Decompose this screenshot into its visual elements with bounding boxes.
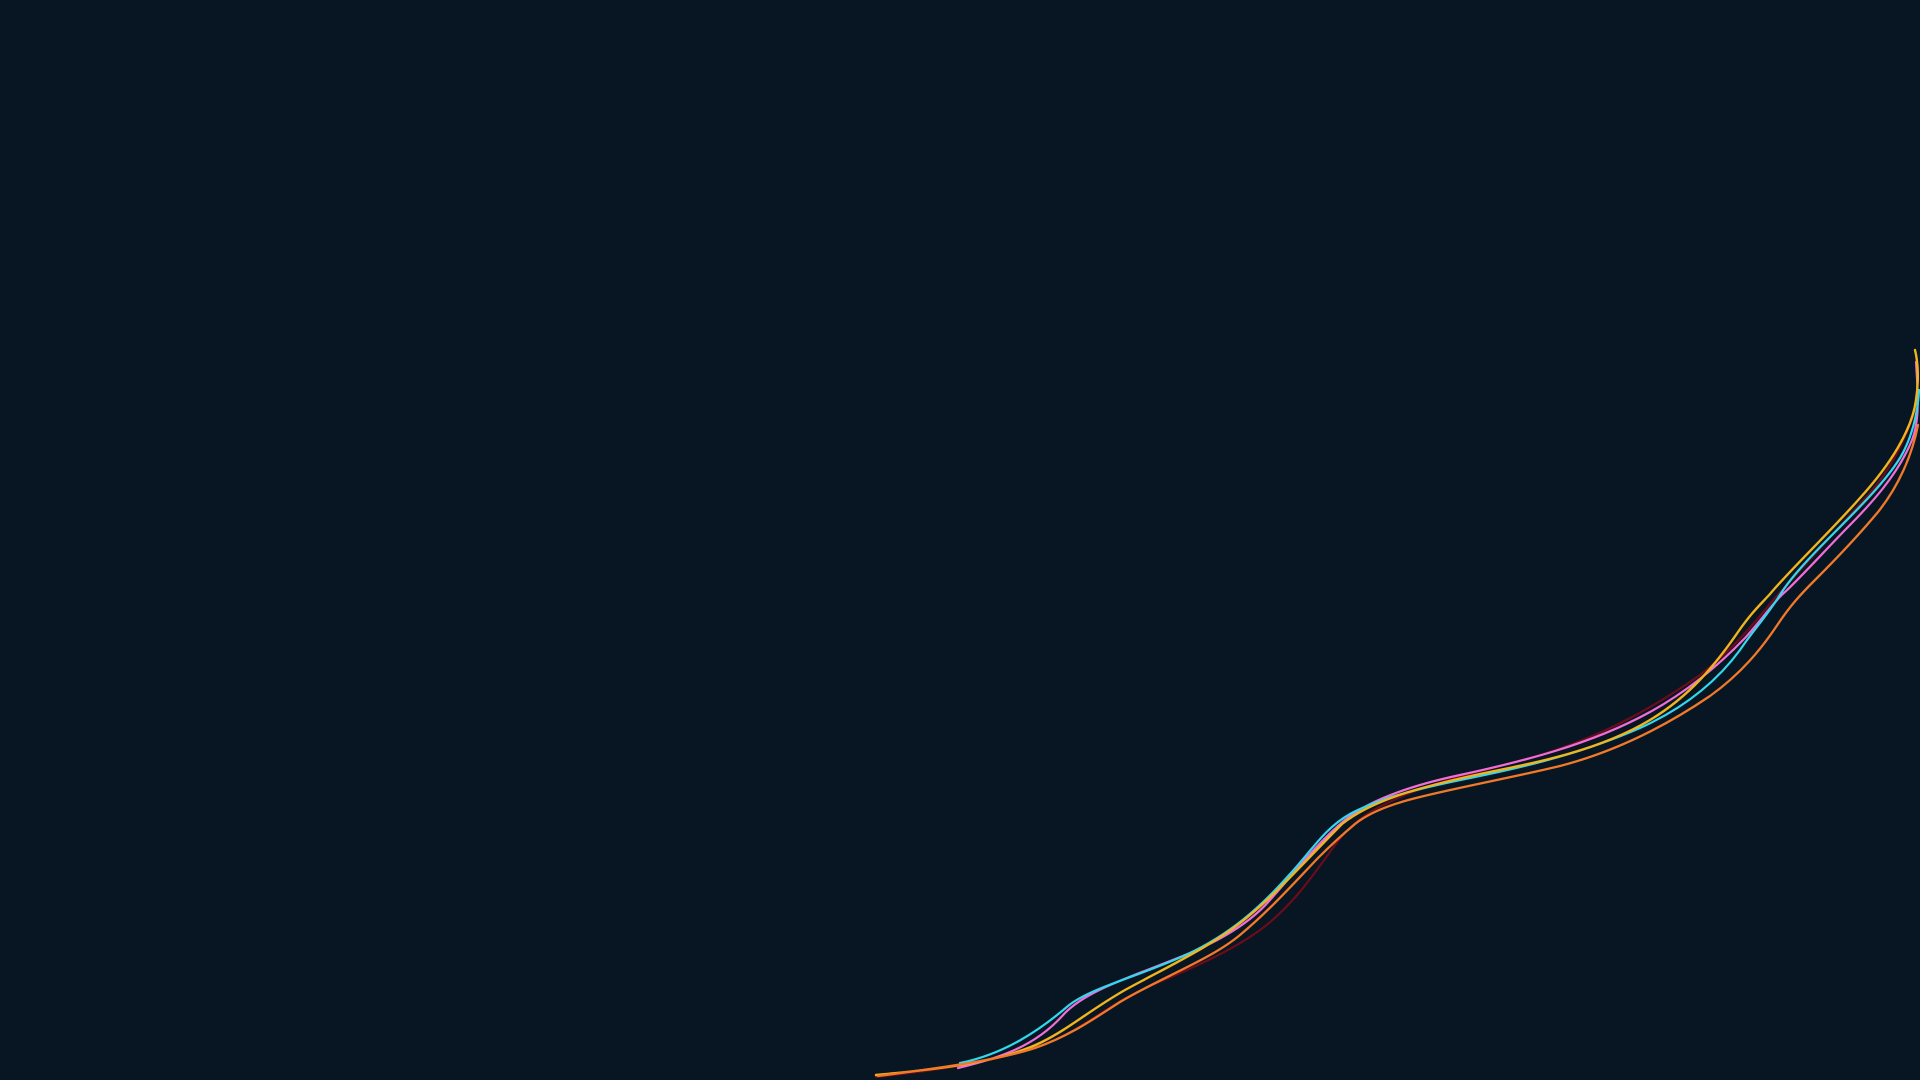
dark-red-line	[874, 390, 1920, 1079]
orange-line	[876, 423, 1920, 1078]
pink-line	[956, 360, 1919, 1070]
orange-yellow-line	[874, 348, 1919, 1077]
cyan-line	[958, 388, 1920, 1065]
